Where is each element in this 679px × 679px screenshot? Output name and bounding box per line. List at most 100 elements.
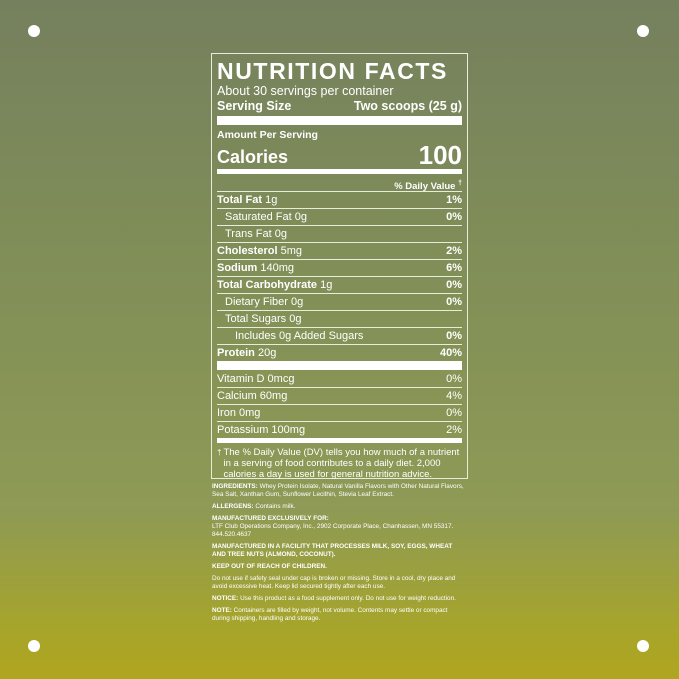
note-heading: INGREDIENTS: [212, 483, 258, 490]
note-paragraph: KEEP OUT OF REACH OF CHILDREN. [212, 563, 464, 571]
nutrient: Protein 20g [217, 345, 276, 361]
nutrient: Dietary Fiber 0g [217, 294, 303, 310]
nutrient-amount: 20g [257, 347, 277, 359]
daily-value: 0% [446, 211, 462, 223]
daily-value: 4% [446, 390, 462, 402]
daily-value: 40% [439, 347, 462, 359]
daily-value: 0% [446, 330, 462, 342]
note-heading: NOTE: [212, 607, 232, 614]
daily-value: 0% [446, 373, 462, 385]
nutrient-rows: Total Fat 1g 1% Saturated Fat 0g 0% Trans Fa… [217, 192, 462, 361]
daily-value: 1% [446, 194, 462, 206]
nutrient: Iron 0mg [217, 405, 260, 421]
nutrient-row: Dietary Fiber 0g 0% [217, 294, 462, 311]
nutrient: Total Sugars 0g [217, 311, 301, 327]
nutrient-name: Iron [217, 407, 236, 419]
nutrient-amount: 0g [289, 313, 302, 325]
note-text: Contains milk. [255, 503, 296, 510]
note-text: Use this product as a food supplement on… [240, 595, 456, 602]
dv-header-text: % Daily Value [394, 181, 456, 193]
note-heading: MANUFACTURED EXCLUSIVELY FOR: [212, 515, 329, 522]
divider [217, 169, 462, 174]
nutrient-name: Total Fat [217, 194, 263, 206]
nutrient-amount: 140mg [260, 262, 295, 274]
nutrient-amount: 0mcg [267, 373, 295, 385]
nutrient-amount: 0g [294, 211, 307, 223]
nutrient: Total Fat 1g [217, 192, 277, 208]
note-heading: MANUFACTURED IN A FACILITY THAT PROCESSE… [212, 543, 453, 558]
note-paragraph: INGREDIENTS: Whey Protein Isolate, Natur… [212, 483, 464, 499]
nutrient-row: Sodium 140mg 6% [217, 260, 462, 277]
dagger: † [217, 448, 222, 457]
note-paragraph: NOTE: Containers are filled by weight, n… [212, 607, 464, 623]
nutrient-row: Saturated Fat 0g 0% [217, 209, 462, 226]
nutrient-row: Total Carbohydrate 1g 0% [217, 277, 462, 294]
nutrient-row: Trans Fat 0g [217, 226, 462, 243]
note-text: Do not use if safety seal under cap is b… [212, 575, 456, 590]
corner-dot [637, 25, 649, 37]
nutrient-name: Cholesterol [217, 245, 278, 257]
note-text: Whey Protein Isolate, Natural Vanilla Fl… [212, 483, 464, 498]
nutrient-amount: 60mg [259, 390, 288, 402]
nutrient-amount: 0mg [239, 407, 261, 419]
nutrient-amount: 5mg [280, 245, 302, 257]
serving-size-label: Serving Size [217, 99, 292, 113]
divider [217, 116, 462, 125]
nutrient-name: Protein [217, 347, 255, 359]
daily-value: 2% [446, 245, 462, 257]
dv-header: % Daily Value † [217, 177, 462, 192]
nutrient: Calcium 60mg [217, 388, 287, 404]
note-heading: ALLERGENS: [212, 503, 254, 510]
corner-dot [28, 25, 40, 37]
calories-value: 100 [418, 140, 462, 170]
nutrient-row: Iron 0mg 0% [217, 405, 462, 422]
nutrient-name: Dietary Fiber [225, 296, 288, 308]
nutrient-amount: 100mg [271, 424, 306, 436]
nutrient-row: Protein 20g 40% [217, 345, 462, 361]
nutrient-row: Calcium 60mg 4% [217, 388, 462, 405]
note-paragraph: NOTICE: Use this product as a food suppl… [212, 595, 464, 603]
nutrient: Vitamin D 0mcg [217, 371, 294, 387]
note-heading: KEEP OUT OF REACH OF CHILDREN. [212, 563, 327, 570]
nutrient-name: Calcium [217, 390, 257, 402]
serving-size-value: Two scoops (25 g) [353, 99, 462, 113]
notes: INGREDIENTS: Whey Protein Isolate, Natur… [212, 483, 464, 627]
nutrient: Sodium 140mg [217, 260, 294, 276]
daily-value: 0% [446, 279, 462, 291]
note-text: Containers are filled by weight, not vol… [212, 607, 448, 622]
nutrient-name: Includes 0g Added Sugars [235, 330, 364, 342]
nutrient-amount: 0g [291, 296, 304, 308]
dagger: † [458, 180, 462, 187]
corner-dot [28, 640, 40, 652]
servings: About 30 servings per container [217, 84, 394, 98]
nutrient: Total Carbohydrate 1g [217, 277, 332, 293]
note-text: LTF Club Operations Company, Inc., 2902 … [212, 523, 454, 538]
note-paragraph: Do not use if safety seal under cap is b… [212, 575, 464, 591]
nutrient-amount: 1g [265, 194, 278, 206]
label-title: NUTRITION FACTS [217, 58, 448, 84]
divider [217, 438, 462, 443]
footnote: † The % Daily Value (DV) tells you how m… [217, 447, 462, 480]
daily-value: 0% [446, 407, 462, 419]
nutrient: Potassium 100mg [217, 422, 305, 438]
nutrient-name: Vitamin D [217, 373, 265, 385]
daily-value: 2% [446, 424, 462, 436]
calories: Calories 100 [217, 142, 462, 168]
nutrient-name: Sodium [217, 262, 258, 274]
footnote-text: The % Daily Value (DV) tells you how muc… [223, 447, 460, 480]
nutrient: Includes 0g Added Sugars [217, 328, 363, 344]
nutrient-amount: 1g [320, 279, 333, 291]
daily-value: 6% [446, 262, 462, 274]
nutrient-row: Total Sugars 0g [217, 311, 462, 328]
nutrient-row: Potassium 100mg 2% [217, 422, 462, 438]
vitamin-rows: Vitamin D 0mcg 0% Calcium 60mg 4% Iron 0mg 0%… [217, 371, 462, 438]
nutrient-row: Includes 0g Added Sugars 0% [217, 328, 462, 345]
nutrient-row: Total Fat 1g 1% [217, 192, 462, 209]
nutrient-name: Trans Fat [225, 228, 272, 240]
nutrient: Cholesterol 5mg [217, 243, 302, 259]
nutrient-amount: 0g [274, 228, 287, 240]
nutrient-name: Potassium [217, 424, 269, 436]
nutrition-label: NUTRITION FACTS About 30 servings per co… [211, 53, 468, 480]
serving-size: Serving Size Two scoops (25 g) [217, 99, 462, 114]
